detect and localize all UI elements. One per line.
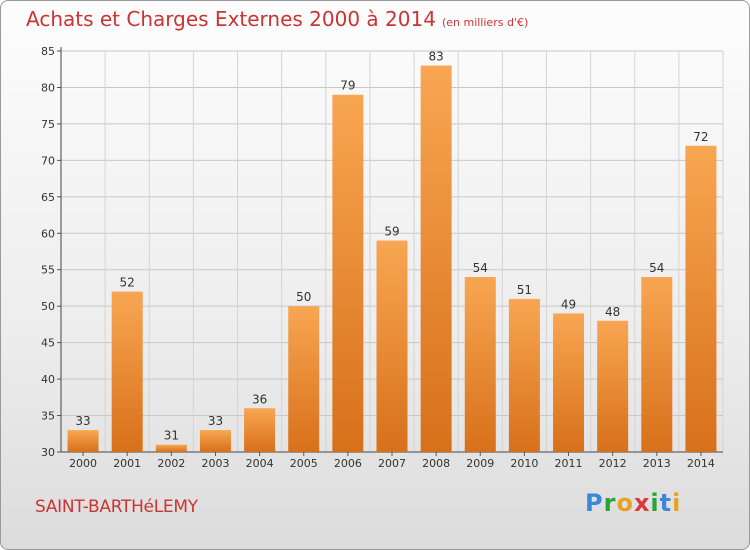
y-tick-label: 75 xyxy=(41,118,55,131)
y-tick-label: 45 xyxy=(41,337,55,350)
bar-value-label: 31 xyxy=(164,429,179,443)
y-tick-label: 30 xyxy=(41,446,55,459)
chart-subtitle: (en milliers d'€) xyxy=(441,16,529,29)
bar-value-label: 51 xyxy=(517,283,532,297)
bar-value-label: 36 xyxy=(252,392,267,406)
place-name: SAINT-BARTHéLEMY xyxy=(35,497,198,517)
bar-value-label: 79 xyxy=(340,79,355,93)
axis-layer: 30 35 40 45 50 55 60 65 70 75 80 85 2000 2001 2002 2003… xyxy=(41,45,723,470)
x-tick-label: 2004 xyxy=(246,457,274,470)
bar xyxy=(420,65,452,452)
x-tick-label: 2000 xyxy=(69,457,97,470)
bar xyxy=(111,291,143,452)
bar-value-label: 72 xyxy=(693,130,708,144)
bar-value-label: 83 xyxy=(428,50,443,64)
chart-title-text: Achats et Charges Externes 2000 à 2014 xyxy=(26,7,436,31)
logo-letter: x xyxy=(633,489,651,517)
bar xyxy=(464,277,496,452)
x-tick-label: 2009 xyxy=(466,457,494,470)
bar-value-label: 54 xyxy=(473,261,488,275)
bar-value-label: 49 xyxy=(561,297,576,311)
x-tick-label: 2003 xyxy=(201,457,229,470)
bar-value-label: 50 xyxy=(296,290,311,304)
bar xyxy=(332,94,364,452)
y-tick-label: 60 xyxy=(41,227,55,240)
y-tick-label: 55 xyxy=(41,264,55,277)
logo-letter: o xyxy=(616,489,634,517)
x-tick-label: 2006 xyxy=(334,457,362,470)
y-tick-label: 85 xyxy=(41,45,55,58)
y-tick-label: 65 xyxy=(41,191,55,204)
bar-layer xyxy=(67,65,717,453)
x-tick-label: 2001 xyxy=(113,457,141,470)
y-tick-label: 40 xyxy=(41,373,55,386)
x-tick-label: 2002 xyxy=(157,457,185,470)
bar xyxy=(67,430,99,452)
x-tick-label: 2012 xyxy=(599,457,627,470)
x-tick-label: 2011 xyxy=(555,457,583,470)
x-tick-label: 2010 xyxy=(510,457,538,470)
y-tick-label: 80 xyxy=(41,81,55,94)
bar-value-label: 33 xyxy=(75,414,90,428)
y-tick-label: 50 xyxy=(41,300,55,313)
bar-value-label: 59 xyxy=(384,225,399,239)
bar xyxy=(199,430,231,452)
logo-letter: i xyxy=(672,489,682,517)
logo-letter: i xyxy=(650,489,660,517)
x-tick-label: 2005 xyxy=(290,457,318,470)
bar-value-label: 48 xyxy=(605,305,620,319)
bar xyxy=(155,444,187,452)
bar xyxy=(288,306,320,452)
y-tick-label: 70 xyxy=(41,154,55,167)
x-tick-label: 2008 xyxy=(422,457,450,470)
bar xyxy=(553,313,585,452)
bar xyxy=(597,320,629,452)
proxiti-logo: Proxiti xyxy=(585,489,681,517)
bar-value-label: 33 xyxy=(208,414,223,428)
chart-title: Achats et Charges Externes 2000 à 2014 (e… xyxy=(26,7,528,31)
x-tick-label: 2014 xyxy=(687,457,715,470)
logo-letter: t xyxy=(659,489,673,517)
bar xyxy=(641,277,673,452)
y-tick-label: 35 xyxy=(41,410,55,423)
x-tick-label: 2013 xyxy=(643,457,671,470)
x-tick-label: 2007 xyxy=(378,457,406,470)
logo-letter: P xyxy=(585,489,604,517)
label-layer: 33 52 31 33 36 50 79 59 83 54 51 49 48 54 72 xyxy=(75,50,708,443)
bar xyxy=(376,240,408,452)
bar-value-label: 52 xyxy=(120,276,135,290)
bar xyxy=(685,145,717,453)
bar-value-label: 54 xyxy=(649,261,664,275)
bar xyxy=(508,298,540,452)
bar xyxy=(244,408,276,452)
logo-letter: r xyxy=(603,489,617,517)
